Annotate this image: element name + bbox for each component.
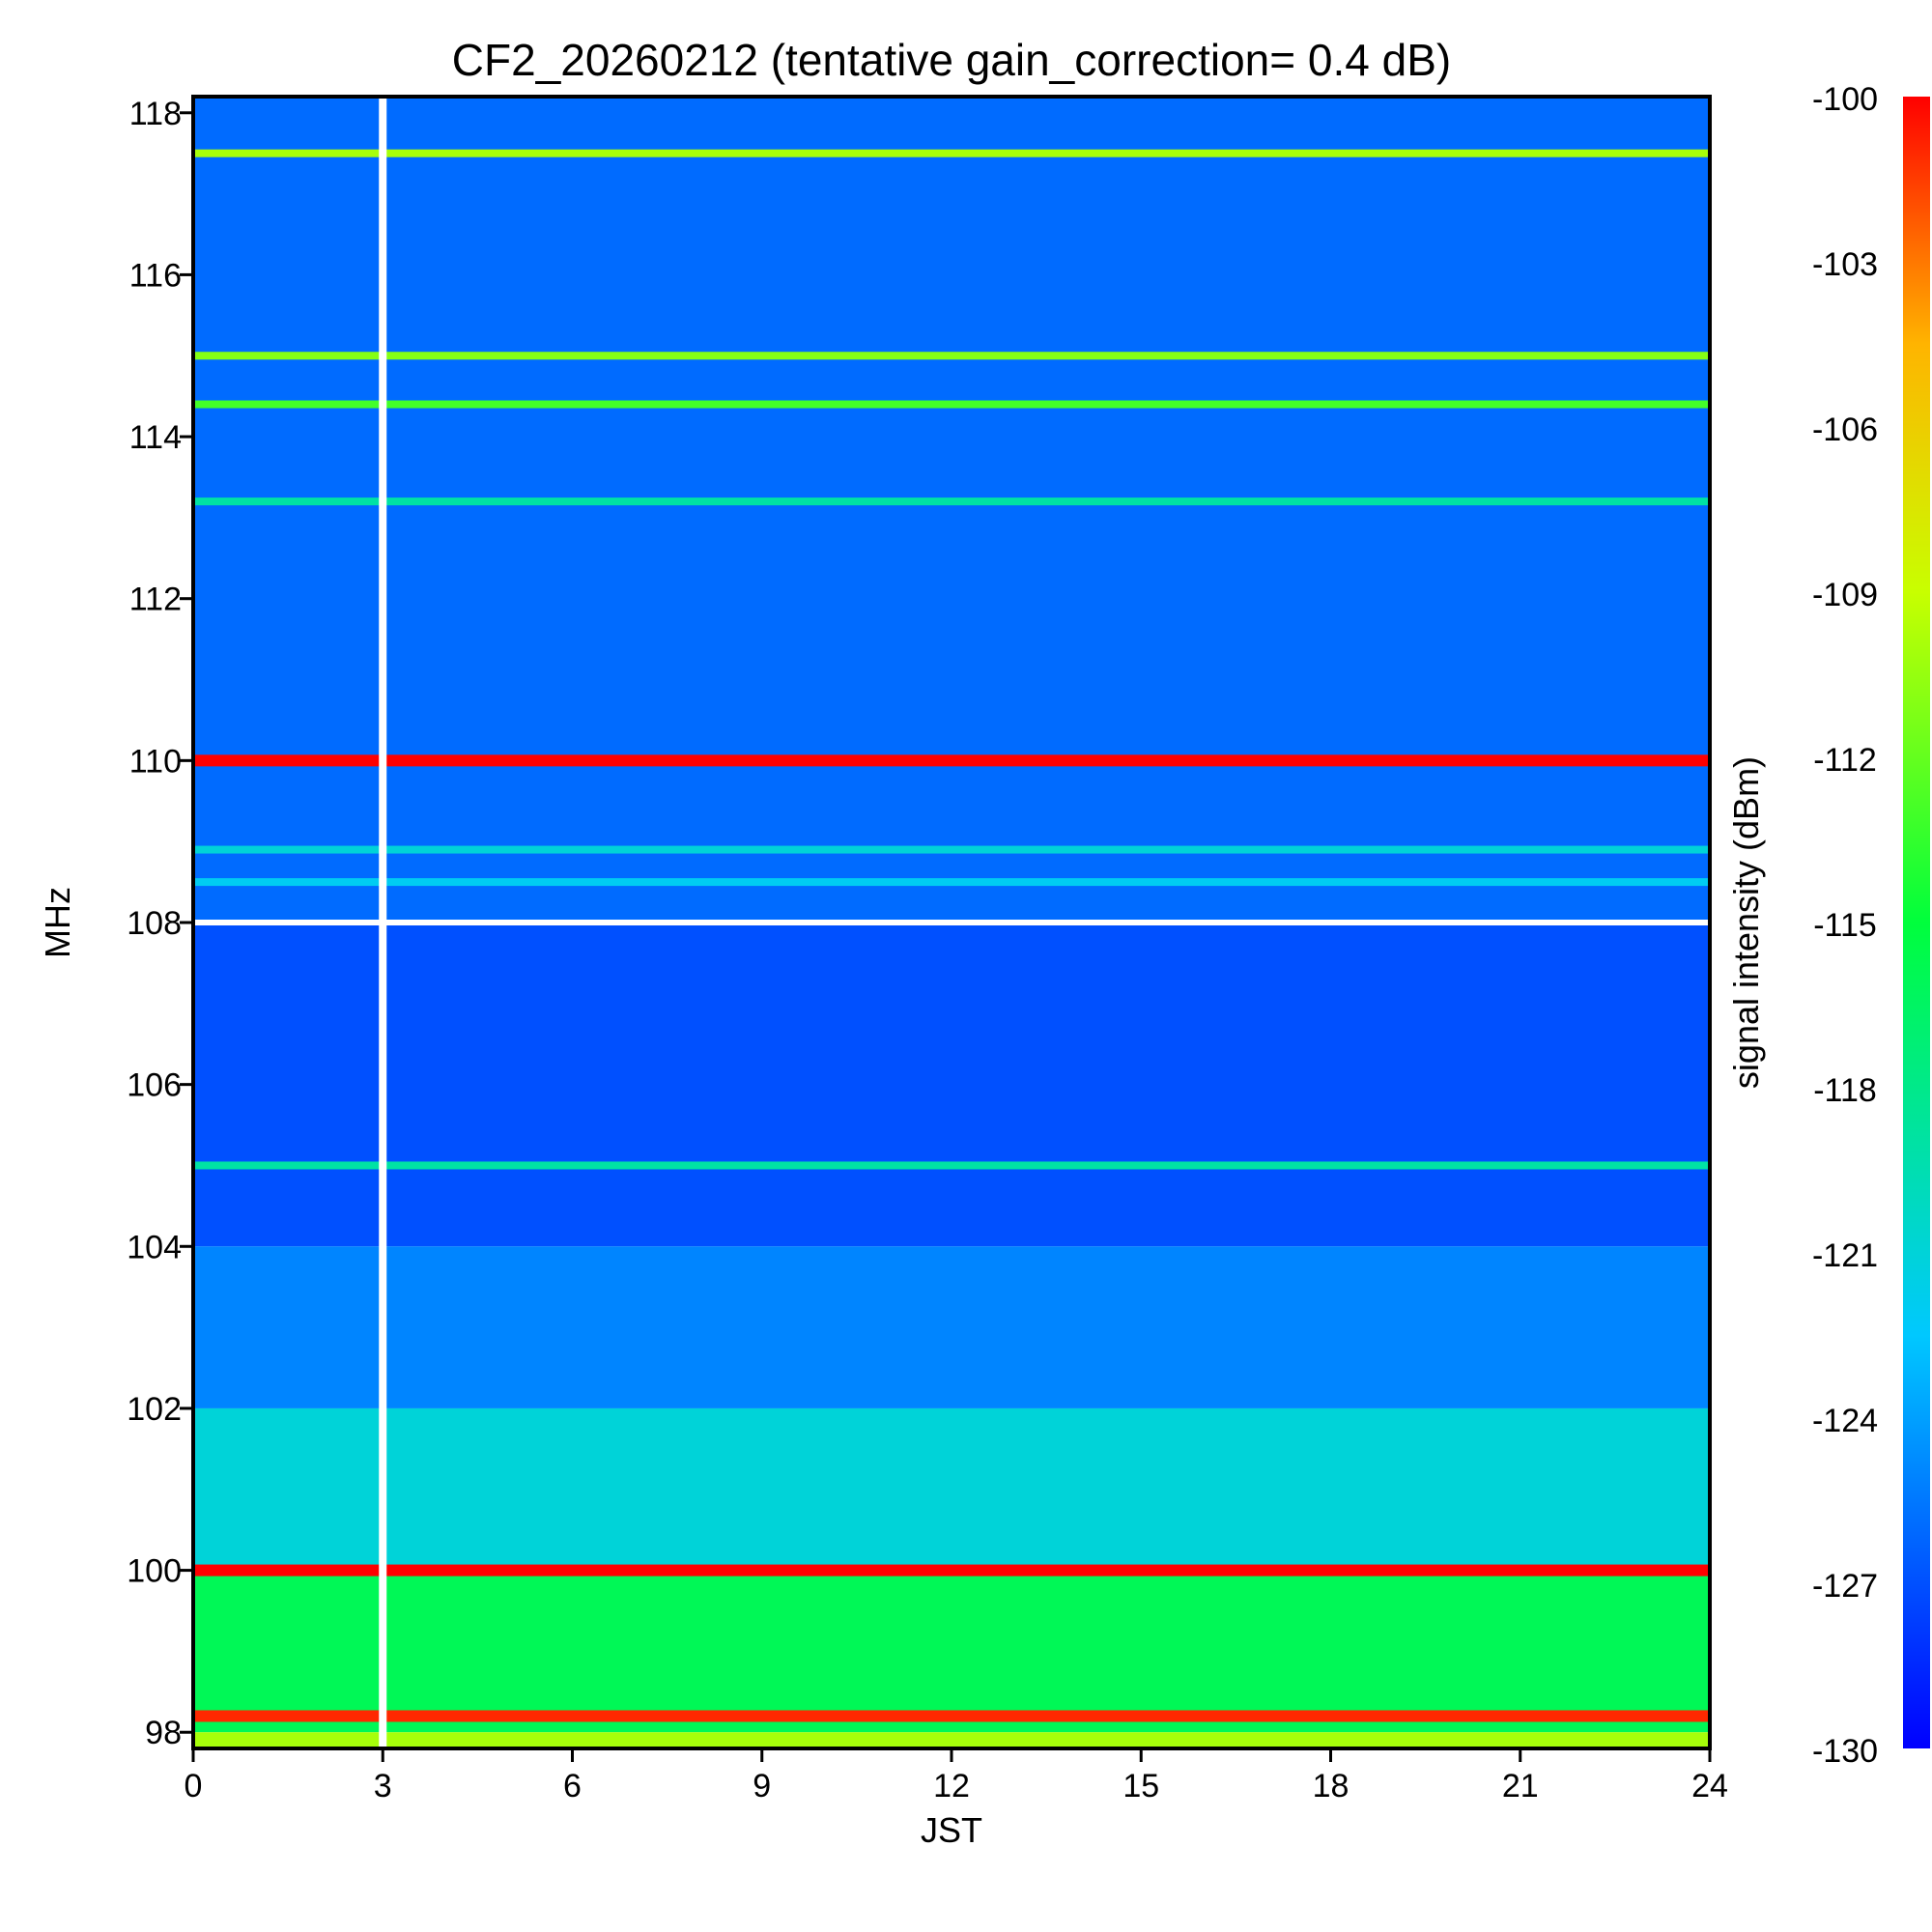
y-tick-label: 112 <box>129 582 182 618</box>
heatmap-band <box>193 923 1710 1247</box>
x-tick-label: 0 <box>185 1768 203 1804</box>
carrier-line <box>193 845 1710 854</box>
x-tick-label: 24 <box>1691 1768 1728 1804</box>
y-tick-label: 116 <box>129 257 182 294</box>
y-tick-label: 114 <box>129 419 182 456</box>
x-tick-label: 6 <box>563 1768 582 1804</box>
carrier-line <box>193 1710 1710 1722</box>
y-tick-label: 104 <box>127 1229 182 1265</box>
carrier-line <box>193 149 1710 157</box>
y-axis-label: MHz <box>38 887 77 958</box>
carrier-line <box>193 754 1710 767</box>
carrier-line <box>193 878 1710 887</box>
colorbar-label: signal intensity (dBm) <box>1726 756 1766 1089</box>
colorbar-tick-label: -127 <box>1812 1568 1878 1605</box>
x-axis-label: JST <box>921 1810 982 1850</box>
colorbar-tick-label: -124 <box>1812 1403 1878 1439</box>
colorbar-tick-label: -103 <box>1812 246 1878 283</box>
chart-title: CF2_20260212 (tentative gain_correction=… <box>452 35 1451 85</box>
colorbar-tick-label: -118 <box>1813 1072 1877 1109</box>
heatmap-band <box>193 1407 1710 1571</box>
heatmap-area <box>193 97 1710 1748</box>
carrier-line <box>193 1161 1710 1170</box>
band-edge-line <box>193 920 1710 925</box>
y-axis: 98 100 102 104 106 108 110 112 114 116 118 <box>127 96 193 1751</box>
colorbar-tick-label: -100 <box>1812 81 1878 118</box>
x-axis: 0 3 6 9 12 15 18 21 24 <box>185 1748 1728 1804</box>
heatmap-band <box>193 97 1710 923</box>
y-tick-label: 118 <box>129 96 182 132</box>
carrier-line <box>193 352 1710 360</box>
y-tick-label: 106 <box>127 1067 182 1104</box>
heatmap-band <box>193 1246 1710 1408</box>
x-tick-label: 18 <box>1313 1768 1350 1804</box>
y-tick-label: 98 <box>145 1715 182 1751</box>
x-tick-label: 3 <box>374 1768 392 1804</box>
colorbar <box>1903 97 1930 1748</box>
colorbar-tick-label: -109 <box>1812 577 1878 613</box>
colorbar-tick-label: -112 <box>1813 742 1877 779</box>
y-tick-label: 108 <box>127 905 182 942</box>
y-tick-label: 100 <box>127 1553 182 1590</box>
carrier-line <box>193 497 1710 506</box>
y-tick-label: 110 <box>129 743 182 780</box>
heatmap-band <box>193 1570 1710 1733</box>
carrier-line <box>193 1564 1710 1577</box>
x-tick-label: 21 <box>1502 1768 1539 1804</box>
carrier-line <box>193 400 1710 409</box>
colorbar-tick-label: -115 <box>1813 907 1877 944</box>
colorbar-tick-label: -121 <box>1812 1237 1878 1274</box>
colorbar-tick-label: -130 <box>1812 1733 1878 1770</box>
y-tick-label: 102 <box>127 1391 182 1428</box>
x-tick-label: 15 <box>1122 1768 1159 1804</box>
chart-marks <box>193 97 1710 1748</box>
colorbar-ticks: -100 -103 -106 -109 -112 -115 -118 -121 -124 -127… <box>1812 81 1878 1770</box>
x-tick-label: 12 <box>933 1768 970 1804</box>
heatmap-band <box>193 1732 1710 1748</box>
x-tick-label: 9 <box>753 1768 771 1804</box>
colorbar-tick-label: -106 <box>1812 412 1878 448</box>
